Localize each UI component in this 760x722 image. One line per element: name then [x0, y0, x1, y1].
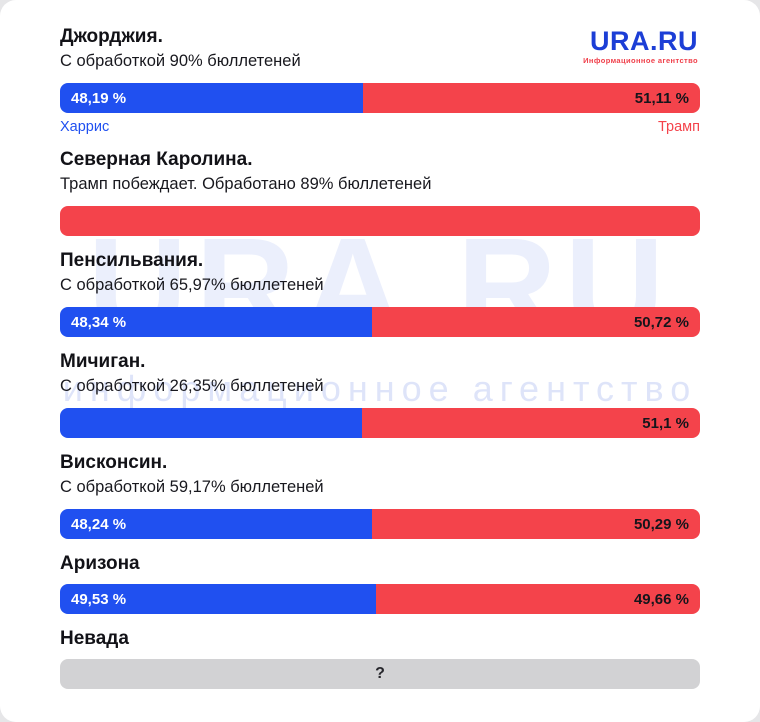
- state-title: Мичиган.: [60, 351, 146, 372]
- result-bar: 49,53 % 49,66 %: [60, 584, 700, 614]
- trump-percent: 49,66 %: [633, 590, 689, 608]
- harris-bar-segment: 48,24 %: [60, 509, 372, 539]
- trump-percent: 51,11 %: [634, 89, 689, 107]
- candidates-legend: Харрис Трамп: [60, 119, 700, 135]
- state-section-arizona: Аризона 49,53 % 49,66 %: [60, 553, 700, 614]
- result-bar: 48,19 % 51,11 %: [60, 83, 700, 113]
- state-subtitle: С обработкой 59,17% бюллетеней: [60, 478, 324, 496]
- state-section-north-carolina: Северная Каролина. Трамп побеждает. Обра…: [60, 149, 700, 236]
- trump-percent: 50,72 %: [633, 313, 689, 331]
- state-section-wisconsin: Висконсин. С обработкой 59,17% бюллетене…: [60, 452, 700, 539]
- legend-trump-label: Трамп: [658, 119, 700, 135]
- state-section-pennsylvania: Пенсильвания. С обработкой 65,97% бюллет…: [60, 250, 700, 337]
- state-section-nevada: Невада ?: [60, 628, 700, 689]
- state-title: Аризона: [60, 553, 140, 574]
- trump-bar-segment: 49,66 %: [375, 584, 700, 614]
- trump-percent: 50,29 %: [633, 515, 689, 533]
- trump-percent: 51,1 %: [642, 414, 689, 432]
- trump-bar-segment: 51,11 %: [363, 83, 700, 113]
- harris-bar-segment: 48,19 %: [60, 83, 364, 113]
- state-subtitle: С обработкой 90% бюллетеней: [60, 52, 301, 70]
- unknown-result-label: ?: [375, 665, 385, 682]
- legend-harris-label: Харрис: [60, 119, 110, 135]
- harris-bar-segment: [60, 408, 363, 438]
- ura-ru-logo: URA.RU Информационное агентство: [583, 28, 698, 65]
- state-title: Висконсин.: [60, 452, 168, 473]
- harris-bar-segment: 49,53 %: [60, 584, 376, 614]
- harris-percent: 48,19 %: [71, 89, 127, 107]
- harris-bar-segment: 48,34 %: [60, 307, 372, 337]
- trump-bar-segment: 50,72 %: [371, 307, 700, 337]
- logo-subtitle: Информационное агентство: [583, 56, 698, 65]
- state-subtitle: Трамп побеждает. Обработано 89% бюллетен…: [60, 175, 432, 193]
- harris-percent: 48,34 %: [71, 313, 127, 331]
- state-section-michigan: Мичиган. С обработкой 26,35% бюллетеней …: [60, 351, 700, 438]
- result-bar: 48,34 % 50,72 %: [60, 307, 700, 337]
- result-bar: 51,1 %: [60, 408, 700, 438]
- state-title: Невада: [60, 628, 129, 649]
- result-bar: 48,24 % 50,29 %: [60, 509, 700, 539]
- state-title: Пенсильвания.: [60, 250, 204, 271]
- content: Джорджия. С обработкой 90% бюллетеней 48…: [60, 26, 700, 689]
- state-title: Северная Каролина.: [60, 149, 253, 170]
- state-section-georgia: Джорджия. С обработкой 90% бюллетеней 48…: [60, 26, 700, 135]
- state-title: Джорджия.: [60, 26, 163, 47]
- state-subtitle: С обработкой 65,97% бюллетеней: [60, 276, 324, 294]
- state-subtitle: С обработкой 26,35% бюллетеней: [60, 377, 324, 395]
- harris-percent: 48,24 %: [71, 515, 127, 533]
- logo-title: URA.RU: [590, 26, 698, 56]
- harris-percent: 49,53 %: [71, 590, 127, 608]
- trump-bar-segment: 50,29 %: [371, 509, 700, 539]
- trump-bar-segment: 51,1 %: [362, 408, 700, 438]
- result-bar-trump-full: [60, 206, 700, 236]
- result-bar-unknown: ?: [60, 659, 700, 689]
